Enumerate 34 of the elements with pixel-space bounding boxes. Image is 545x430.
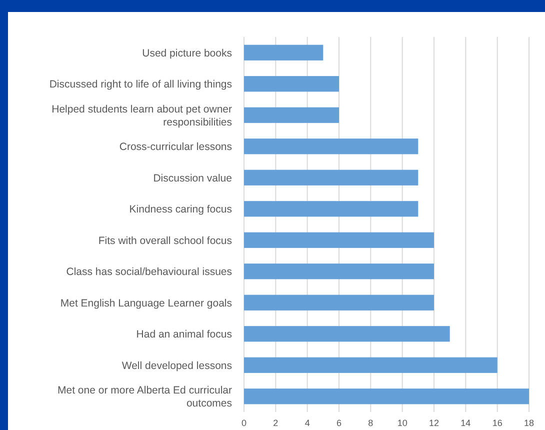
bar	[244, 170, 418, 186]
bar	[244, 294, 434, 310]
bar	[244, 76, 339, 92]
bar	[244, 264, 434, 280]
y-tick-label: Had an animal focus	[136, 328, 232, 341]
y-tick-label: Helped students learn about pet owner responsibilities	[52, 103, 232, 128]
bar	[244, 357, 498, 373]
y-tick-label: Used picture books	[142, 47, 232, 60]
bar	[244, 107, 339, 123]
y-tick-label: Fits with overall school focus	[98, 234, 232, 247]
y-tick-label: Met one or more Alberta Ed curricular outcomes	[58, 384, 232, 410]
x-tick-label: 16	[492, 418, 502, 428]
x-tick-label: 0	[241, 418, 247, 428]
bar	[244, 232, 434, 248]
x-tick-label: 8	[368, 418, 374, 428]
y-tick-label: Well developed lessons	[122, 360, 232, 372]
y-tick-label: Met English Language Learner goals	[60, 297, 232, 310]
x-tick-label: 10	[397, 418, 408, 428]
x-tick-label: 4	[304, 418, 310, 428]
y-tick-label: Kindness caring focus	[129, 204, 232, 216]
y-tick-label: Discussed right to life of all living things	[49, 78, 232, 91]
x-tick-label: 14	[460, 418, 471, 428]
x-tick-label: 18	[524, 418, 534, 428]
bar	[244, 326, 450, 342]
x-tick-label: 12	[428, 418, 440, 428]
y-tick-label: Discussion value	[153, 172, 232, 184]
y-tick-label: Class has social/behavioural issues	[66, 266, 232, 278]
x-tick-label: 2	[273, 418, 278, 428]
bar	[244, 44, 324, 60]
bar	[244, 388, 529, 404]
bar	[244, 201, 418, 217]
bar	[244, 138, 418, 154]
x-tick-label: 6	[336, 418, 342, 428]
y-tick-label: Cross-curricular lessons	[119, 141, 232, 154]
